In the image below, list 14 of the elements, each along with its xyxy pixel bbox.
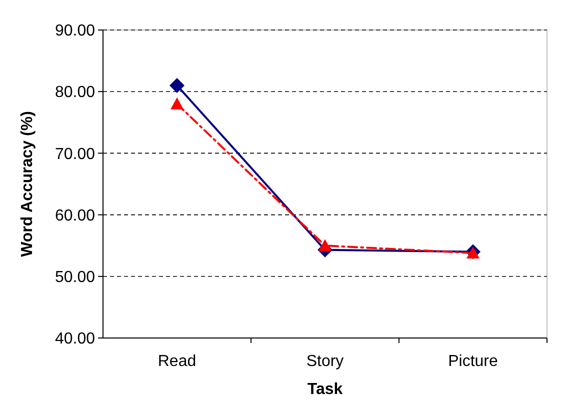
y-axis-title: Word Accuracy (%) — [19, 111, 36, 257]
x-tick-label: Read — [158, 353, 196, 370]
x-tick-label: Picture — [448, 353, 498, 370]
x-axis-title: Task — [307, 381, 343, 398]
point — [318, 239, 332, 252]
y-tick-label: 50.00 — [54, 269, 96, 286]
y-tick-label: 80.00 — [54, 84, 96, 102]
y-tick-label: 40.00 — [54, 330, 96, 348]
y-tick-label: 60.00 — [54, 207, 96, 224]
point — [170, 78, 184, 93]
y-tick-label: 70.00 — [54, 146, 96, 163]
point — [170, 97, 184, 110]
x-tick-label: Story — [306, 353, 344, 370]
y-tick-label: 90.00 — [54, 22, 96, 40]
